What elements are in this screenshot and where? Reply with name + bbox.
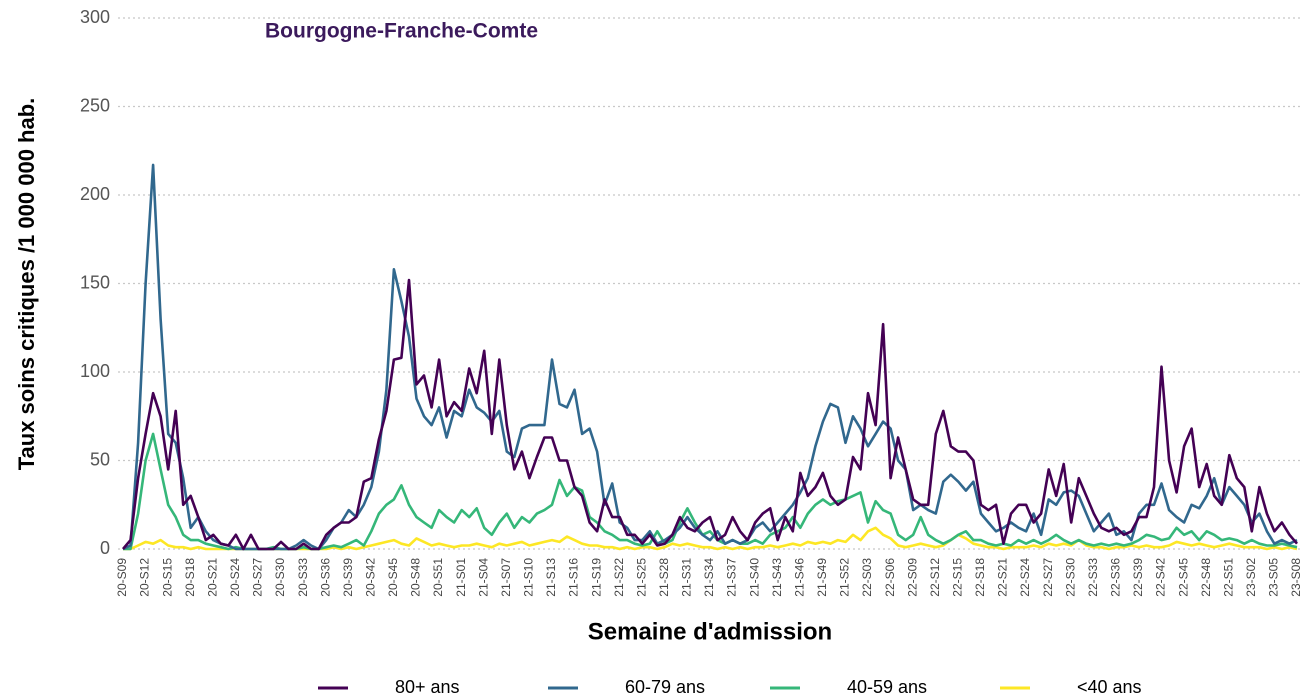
x-tick-label: 20-S27: [251, 558, 265, 597]
x-tick-label: 22-S18: [973, 558, 987, 597]
chart-title: Bourgogne-Franche-Comte: [265, 20, 538, 43]
x-tick-label: 22-S15: [951, 558, 965, 597]
x-tick-label: 21-S46: [792, 558, 806, 597]
x-tick-label: 22-S06: [883, 558, 897, 597]
x-tick-label: 21-S37: [725, 558, 739, 597]
x-tick-label: 22-S27: [1041, 558, 1055, 597]
x-tick-label: 20-S33: [296, 558, 310, 597]
x-tick-label: 22-S33: [1086, 558, 1100, 597]
x-tick-label: 20-S09: [115, 558, 129, 597]
x-tick-label: 20-S45: [386, 558, 400, 597]
x-tick-label: 21-S52: [838, 558, 852, 597]
y-tick-label: 300: [80, 7, 110, 27]
legend-label: 60-79 ans: [625, 677, 705, 697]
x-tick-label: 21-S28: [657, 558, 671, 597]
x-tick-label: 20-S42: [364, 558, 378, 597]
y-tick-label: 250: [80, 95, 110, 115]
x-tick-label: 21-S40: [747, 558, 761, 597]
x-tick-label: 21-S31: [680, 558, 694, 597]
x-tick-label: 22-S30: [1063, 558, 1077, 597]
x-tick-label: 22-S45: [1176, 558, 1190, 597]
x-tick-label: 21-S19: [589, 558, 603, 597]
y-tick-label: 200: [80, 184, 110, 204]
x-tick-label: 22-S09: [905, 558, 919, 597]
x-tick-label: 20-S30: [273, 558, 287, 597]
x-tick-label: 21-S16: [567, 558, 581, 597]
x-tick-label: 21-S22: [612, 558, 626, 597]
x-tick-label: 21-S34: [702, 558, 716, 597]
x-tick-label: 21-S04: [476, 558, 490, 597]
x-tick-label: 22-S21: [996, 558, 1010, 597]
legend-label: 40-59 ans: [847, 677, 927, 697]
series-line: [122, 163, 1298, 551]
x-tick-label: 22-S48: [1199, 558, 1213, 597]
y-tick-label: 0: [100, 538, 110, 558]
y-tick-label: 50: [90, 449, 110, 469]
x-tick-label: 20-S18: [183, 558, 197, 597]
x-tick-label: 22-S39: [1131, 558, 1145, 597]
x-tick-label: 20-S36: [318, 558, 332, 597]
legend-label: <40 ans: [1077, 677, 1142, 697]
x-tick-label: 22-S24: [1018, 558, 1032, 597]
x-tick-label: 21-S07: [499, 558, 513, 597]
x-tick-label: 22-S12: [928, 558, 942, 597]
x-tick-label: 20-S21: [205, 558, 219, 597]
x-tick-label: 21-S25: [634, 558, 648, 597]
x-tick-label: 21-S13: [544, 558, 558, 597]
y-tick-label: 150: [80, 272, 110, 292]
y-tick-label: 100: [80, 361, 110, 381]
x-tick-label: 23-S02: [1244, 558, 1258, 597]
legend-label: 80+ ans: [395, 677, 460, 697]
x-tick-label: 20-S51: [431, 558, 445, 597]
x-tick-label: 20-S24: [228, 558, 242, 597]
x-tick-label: 21-S43: [770, 558, 784, 597]
x-tick-label: 22-S03: [860, 558, 874, 597]
x-tick-label: 21-S10: [522, 558, 536, 597]
x-tick-label: 20-S12: [138, 558, 152, 597]
x-axis-title: Semaine d'admission: [588, 618, 832, 645]
series-line: [122, 278, 1298, 551]
x-tick-label: 20-S39: [341, 558, 355, 597]
x-tick-label: 22-S36: [1109, 558, 1123, 597]
x-tick-label: 21-S01: [454, 558, 468, 597]
x-tick-label: 23-S08: [1289, 558, 1303, 597]
x-tick-label: 20-S48: [409, 558, 423, 597]
x-tick-label: 21-S49: [815, 558, 829, 597]
x-tick-label: 20-S15: [160, 558, 174, 597]
x-tick-label: 22-S51: [1221, 558, 1235, 597]
x-tick-label: 22-S42: [1154, 558, 1168, 597]
x-tick-label: 23-S05: [1267, 558, 1281, 597]
y-axis-title: Taux soins critiques /1 000 000 hab.: [14, 98, 39, 471]
